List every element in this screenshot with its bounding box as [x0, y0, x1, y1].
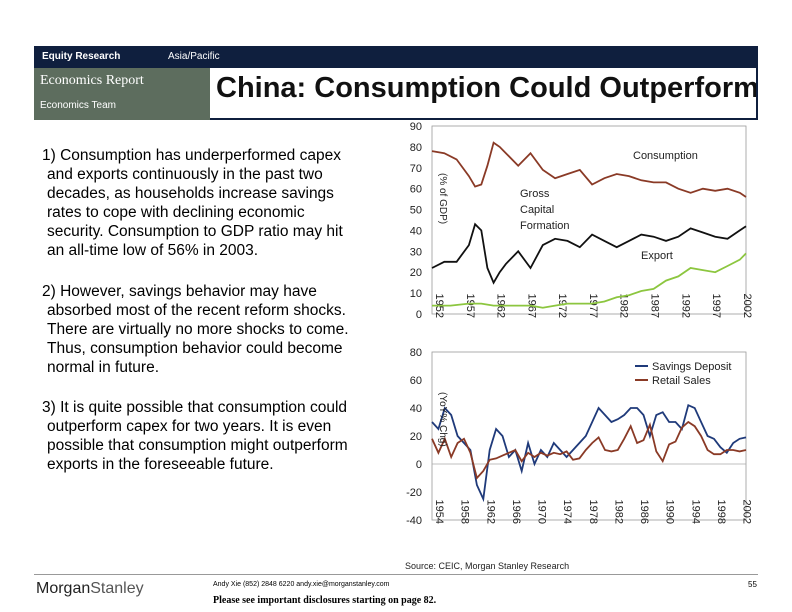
page-title: China: Consumption Could Outperform	[216, 72, 759, 104]
logo-stanley: Stanley	[90, 580, 144, 597]
x-tick-label: 1954	[433, 500, 445, 524]
y-tick-label: 0	[416, 309, 422, 321]
export-label: Export	[641, 250, 673, 262]
x-tick-label: 1966	[510, 500, 522, 524]
text-line: possible that consumption might outperfo…	[47, 437, 348, 454]
y-tick-label: 60	[410, 375, 422, 387]
paragraph-3: 3) It is quite possible that consumption…	[42, 398, 402, 474]
consumption-label: Consumption	[633, 150, 698, 162]
x-tick-label: 1972	[556, 294, 568, 318]
x-tick-label: 1998	[715, 500, 727, 524]
y-tick-label: 20	[410, 431, 422, 443]
logo-morgan: Morgan	[36, 580, 91, 597]
x-tick-label: 1992	[679, 294, 691, 318]
text-line: 1) Consumption has underperformed capex	[42, 147, 341, 164]
y-tick-label: 70	[410, 163, 422, 175]
y-axis-label: (YoY% Chg)	[437, 392, 448, 447]
text-line: security. Consumption to GDP ratio may h…	[47, 223, 343, 240]
y-tick-label: 0	[416, 459, 422, 471]
analyst-contact: Andy Xie (852) 2848 6220 andy.xie@morgan…	[213, 581, 390, 588]
series-consumption-line	[431, 141, 747, 198]
y-tick-label: 50	[410, 205, 422, 217]
team-label: Economics Team	[40, 100, 116, 111]
y-tick-label: 40	[410, 403, 422, 415]
gcf-label: Capital	[520, 204, 554, 216]
text-line: rates to cope with declining economic	[47, 204, 305, 221]
source-note: Source: CEIC, Morgan Stanley Research	[405, 561, 570, 571]
text-line: and exports continuously in the past two	[47, 166, 323, 183]
page-number: 55	[748, 580, 757, 589]
x-tick-label: 1970	[536, 500, 548, 524]
legend-label: Savings Deposit	[652, 361, 732, 373]
y-tick-label: -40	[406, 515, 422, 527]
text-line: Thus, consumption behavior could become	[47, 340, 343, 357]
title-border	[756, 68, 758, 120]
paragraph-2: 2) However, savings behavior may have ab…	[42, 282, 402, 377]
text-line: normal in future.	[47, 359, 159, 376]
x-tick-label: 2002	[741, 500, 753, 524]
y-tick-label: 90	[410, 121, 422, 133]
text-line: There are virtually no more shocks to co…	[47, 321, 349, 338]
y-tick-label: 20	[410, 267, 422, 279]
legend-label: Retail Sales	[652, 375, 711, 387]
gcf-label: Formation	[520, 220, 570, 232]
text-line: exports in the foreseeable future.	[47, 456, 274, 473]
plot-frame	[431, 351, 747, 521]
x-tick-label: 1987	[648, 294, 660, 318]
morgan-stanley-logo: MorganStanley	[36, 580, 144, 598]
x-tick-label: 1962	[484, 500, 496, 524]
disclosure-note: Please see important disclosures startin…	[213, 595, 437, 606]
y-tick-label: 80	[410, 347, 422, 359]
text-line: 2) However, savings behavior may have	[42, 283, 317, 300]
region-label: Asia/Pacific	[168, 51, 220, 62]
y-axis-label: (% of GDP)	[437, 173, 448, 224]
x-tick-label: 2002	[741, 294, 753, 318]
x-tick-label: 1958	[459, 500, 471, 524]
x-tick-label: 1982	[612, 500, 624, 524]
text-line: absorbed most of the recent reform shock…	[47, 302, 346, 319]
x-tick-label: 1978	[587, 500, 599, 524]
y-tick-label: 10	[410, 288, 422, 300]
report-info-box: Economics Report Economics Team	[34, 68, 210, 120]
savings-retail-chart: -40 -20 0 20 40 60 80 1954 1958 1962 1966 1970 1974 1…	[406, 347, 753, 527]
title-underline	[210, 118, 758, 120]
series-savings-deposit-line	[431, 403, 747, 503]
series-export-line	[432, 252, 747, 309]
y-tick-label: 80	[410, 142, 422, 154]
chart-legend: Savings Deposit Retail Sales	[635, 361, 732, 387]
x-tick-label: 1994	[689, 500, 701, 524]
x-tick-label: 1957	[464, 294, 476, 318]
text-line: an all-time low of 56% in 2003.	[47, 242, 259, 259]
x-tick-label: 1977	[587, 294, 599, 318]
x-tick-label: 1990	[664, 500, 676, 524]
text-line: 3) It is quite possible that consumption…	[42, 399, 348, 416]
x-tick-label: 1974	[561, 500, 573, 524]
text-line: decades, as households increase savings	[47, 185, 334, 202]
x-tick-label: 1986	[638, 500, 650, 524]
y-tick-label: 40	[410, 225, 422, 237]
paragraph-1: 1) Consumption has underperformed capex …	[42, 146, 402, 260]
series-gross-capital-formation-line	[431, 222, 747, 285]
plot-frame	[431, 125, 747, 315]
equity-research-label: Equity Research	[42, 51, 121, 62]
series-retail-sales-line	[431, 420, 747, 480]
x-tick-label: 1982	[618, 294, 630, 318]
y-tick-label: 60	[410, 184, 422, 196]
report-type: Economics Report	[40, 73, 144, 88]
header-bar: Equity Research Asia/Pacific	[34, 46, 758, 68]
y-tick-label: 30	[410, 246, 422, 258]
y-tick-label: -20	[406, 487, 422, 499]
gcf-label: Gross	[520, 188, 550, 200]
footer-divider	[34, 574, 758, 575]
x-tick-label: 1997	[710, 294, 722, 318]
text-line: outperform capex for two years. It is ev…	[47, 418, 332, 435]
